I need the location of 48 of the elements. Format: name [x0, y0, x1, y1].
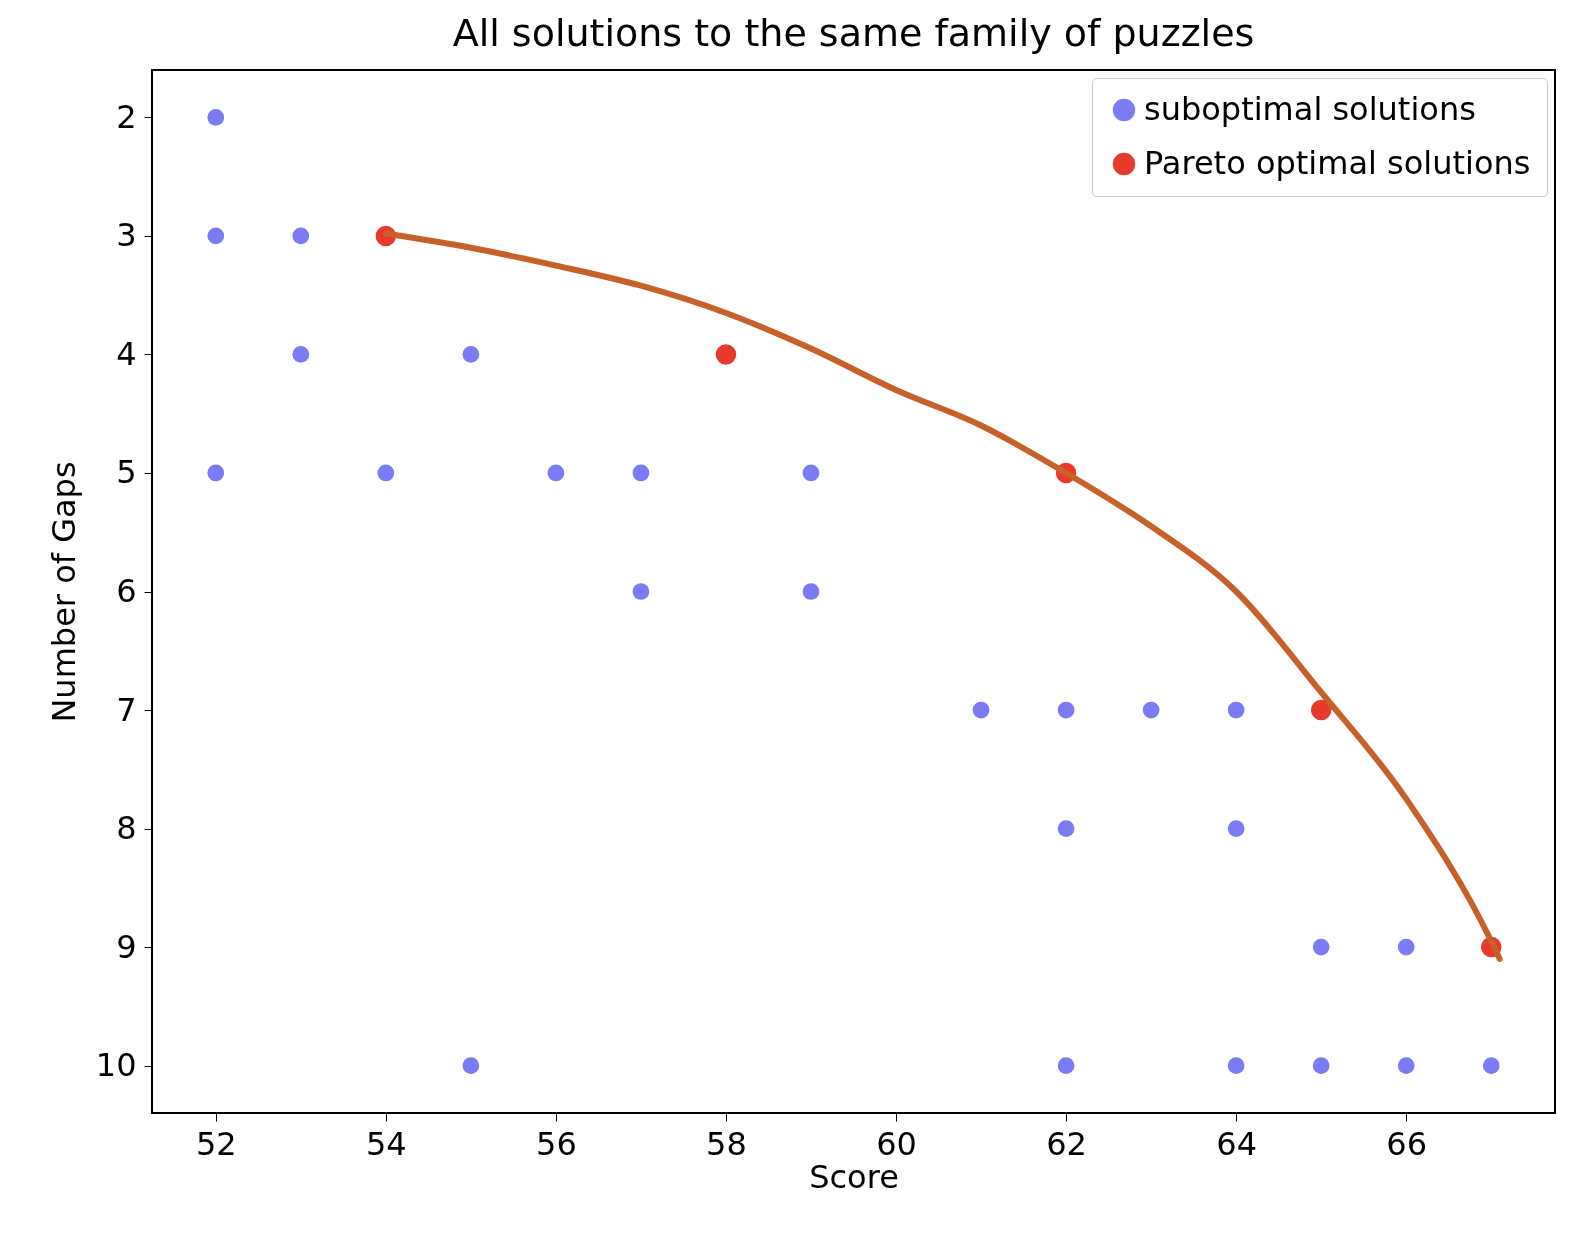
y-tick-label: 7	[116, 690, 137, 729]
point	[632, 583, 650, 600]
point	[972, 701, 990, 719]
point	[207, 109, 225, 126]
x-tick-label: 62	[1046, 1124, 1087, 1163]
y-tick-label: 4	[116, 334, 137, 373]
point	[1227, 701, 1245, 719]
point	[462, 346, 480, 363]
point	[802, 464, 820, 482]
point	[462, 1057, 480, 1074]
chart-title: All solutions to the same family of puzzles	[452, 11, 1255, 55]
point	[1312, 938, 1330, 956]
point	[1310, 699, 1332, 721]
y-tick-label: 3	[116, 216, 137, 255]
point	[1057, 1057, 1075, 1074]
point	[1312, 1057, 1330, 1074]
point	[1057, 820, 1075, 837]
y-tick-label: 5	[116, 453, 137, 492]
point	[292, 227, 310, 245]
x-tick-label: 52	[195, 1124, 237, 1163]
point	[1227, 820, 1245, 837]
point	[632, 464, 650, 482]
point	[207, 464, 225, 482]
point	[715, 344, 737, 365]
legend-label: Pareto optimal solutions	[1144, 144, 1531, 182]
x-tick-label: 64	[1216, 1124, 1257, 1163]
point	[1482, 1057, 1500, 1074]
point	[802, 583, 820, 600]
x-tick-label: 54	[365, 1124, 407, 1163]
point	[1142, 701, 1160, 719]
y-tick-label: 6	[116, 572, 137, 610]
point	[1057, 701, 1075, 719]
x-tick-label: 56	[536, 1124, 577, 1163]
y-tick-label: 10	[95, 1046, 137, 1085]
point	[547, 464, 565, 482]
legend-label: suboptimal solutions	[1144, 90, 1476, 128]
x-tick-label: 66	[1386, 1124, 1428, 1163]
y-tick-label: 8	[116, 809, 137, 848]
point	[1227, 1057, 1245, 1074]
y-axis-title: Number of Gaps	[44, 461, 83, 723]
point	[292, 346, 310, 363]
x-tick-label: 58	[706, 1124, 747, 1163]
point	[377, 464, 395, 482]
point	[1397, 938, 1415, 956]
point	[207, 227, 225, 245]
y-tick-label: 2	[116, 97, 137, 136]
point	[1397, 1057, 1415, 1074]
y-tick-label: 9	[116, 927, 137, 966]
